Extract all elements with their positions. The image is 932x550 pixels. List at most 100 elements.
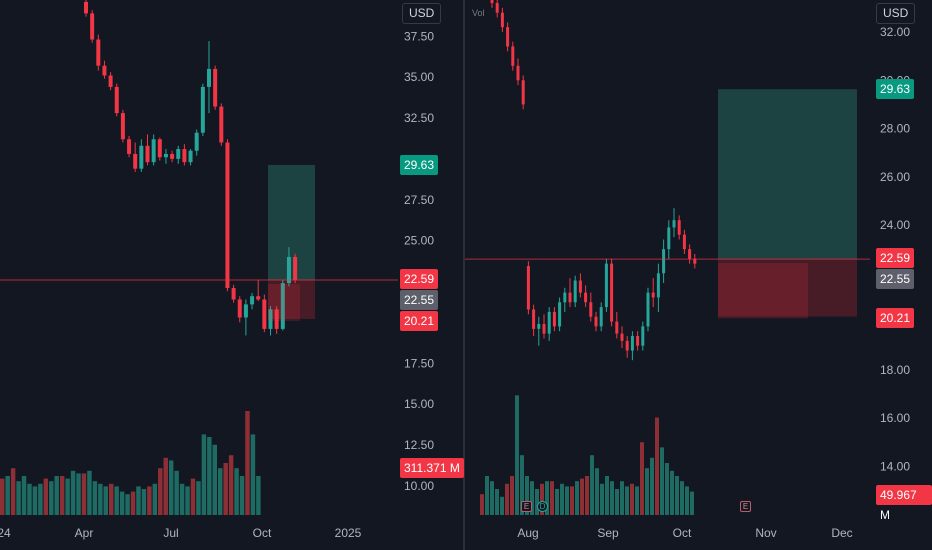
volume-bar — [635, 486, 639, 515]
y-tick-label: 27.50 — [404, 193, 434, 207]
y-tick-label: 26.00 — [880, 170, 910, 184]
candle — [625, 336, 629, 358]
volume-tag: 311.371 M — [400, 458, 464, 478]
volume-bar — [630, 483, 634, 515]
entry-zone-highlight — [268, 284, 300, 321]
volume-bar — [480, 494, 484, 515]
dividend-marker[interactable]: D — [537, 501, 548, 512]
volume-bar — [70, 470, 76, 515]
candle-body — [620, 333, 624, 341]
volume-bar — [114, 486, 119, 515]
currency-button-right[interactable]: USD — [876, 3, 916, 24]
candle — [108, 72, 113, 91]
volume-bar — [87, 470, 92, 515]
earnings-marker[interactable]: E — [740, 501, 751, 512]
candle — [170, 150, 175, 163]
candle-body — [90, 13, 95, 40]
y-tick-label: 15.00 — [404, 397, 434, 411]
candle-body — [500, 12, 504, 28]
candle-body — [231, 288, 236, 300]
volume-bar — [190, 478, 196, 515]
x-tick-label: Jul — [163, 526, 178, 540]
candle — [599, 302, 603, 332]
pane-divider[interactable] — [463, 0, 465, 550]
volume-bar — [32, 486, 38, 515]
candle — [219, 103, 224, 146]
x-tick-label: Aug — [517, 526, 538, 540]
candle — [589, 292, 593, 322]
volume-bar — [38, 483, 43, 515]
price-tag: 22.55 — [400, 290, 439, 311]
candle-body — [521, 80, 525, 105]
candle-body — [636, 336, 640, 346]
volume-bar — [505, 483, 509, 515]
candle — [157, 137, 162, 161]
candle-body — [688, 249, 692, 259]
candle — [231, 284, 236, 303]
volume-bar — [228, 455, 234, 515]
candle — [145, 134, 150, 166]
volume-bar — [54, 476, 59, 515]
candle-body — [495, 3, 499, 13]
candle — [516, 58, 520, 86]
candle-body — [237, 299, 242, 318]
candle-body — [213, 68, 218, 107]
candle-body — [133, 153, 138, 169]
candle-body — [120, 113, 125, 140]
candle-body — [256, 296, 261, 300]
candle — [90, 10, 95, 43]
candle — [656, 263, 660, 312]
volume-bar — [27, 483, 32, 515]
candle — [568, 278, 572, 308]
candle-body — [532, 309, 536, 329]
candle — [133, 142, 138, 172]
volume-tag: 49.967 M — [876, 485, 932, 522]
candle-body — [293, 256, 298, 280]
volume-bar — [76, 473, 81, 515]
volume-bar — [49, 481, 54, 515]
earnings-marker[interactable]: E — [521, 501, 532, 512]
candle — [256, 279, 261, 302]
y-tick-label: 16.00 — [880, 411, 910, 425]
currency-button-left[interactable]: USD — [402, 3, 442, 24]
candle — [182, 144, 187, 166]
volume-bar — [685, 486, 689, 515]
volume-bar — [545, 481, 549, 515]
volume-bar — [179, 483, 185, 515]
candle-body — [537, 323, 541, 329]
volume-bar — [530, 481, 534, 515]
candle-body — [630, 336, 634, 351]
candle-body — [615, 321, 619, 334]
x-tick-label: 24 — [0, 526, 11, 540]
volume-bar — [565, 486, 569, 515]
price-tag: 20.21 — [400, 310, 439, 331]
volume-bar — [125, 494, 130, 515]
candle-body — [552, 311, 556, 327]
candle — [163, 149, 168, 164]
candle — [578, 273, 582, 298]
volume-bar — [207, 437, 212, 515]
volume-bar — [239, 476, 245, 515]
volume-bar — [223, 463, 228, 515]
candle-body — [170, 153, 175, 159]
candle — [274, 306, 279, 334]
y-tick-label: 24.00 — [880, 218, 910, 232]
candle-body — [677, 220, 681, 235]
candle — [542, 314, 546, 339]
volume-bar — [234, 468, 239, 515]
candle — [532, 304, 536, 337]
volume-bar — [515, 395, 519, 515]
candle — [495, 0, 499, 18]
volume-bar — [250, 434, 256, 515]
y-tick-label: 32.50 — [404, 111, 434, 125]
y-tick-label: 14.00 — [880, 459, 910, 473]
candle — [506, 22, 510, 52]
volume-bar — [535, 489, 539, 515]
volume-bar — [245, 411, 250, 515]
volume-bar — [690, 491, 694, 515]
candle — [151, 134, 156, 166]
candle — [693, 253, 697, 269]
volume-bar — [665, 463, 669, 515]
candle — [490, 0, 494, 8]
